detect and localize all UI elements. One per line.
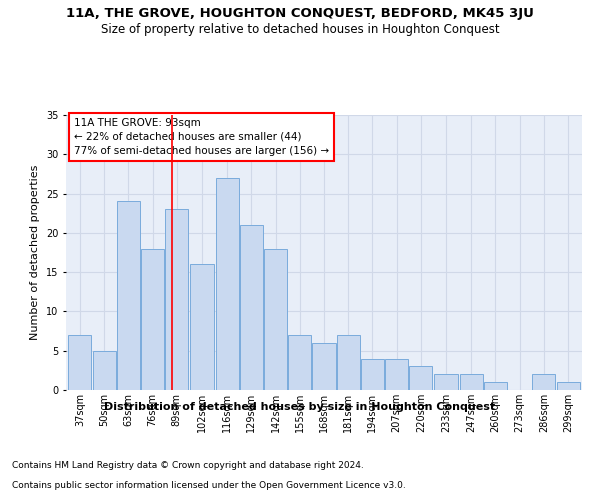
Bar xyxy=(264,248,287,390)
Text: Contains public sector information licensed under the Open Government Licence v3: Contains public sector information licen… xyxy=(12,481,406,490)
Bar xyxy=(190,264,214,390)
Text: 11A, THE GROVE, HOUGHTON CONQUEST, BEDFORD, MK45 3JU: 11A, THE GROVE, HOUGHTON CONQUEST, BEDFO… xyxy=(66,8,534,20)
Bar xyxy=(240,225,263,390)
Bar xyxy=(92,350,116,390)
Bar xyxy=(313,343,335,390)
Text: 11A THE GROVE: 93sqm
← 22% of detached houses are smaller (44)
77% of semi-detac: 11A THE GROVE: 93sqm ← 22% of detached h… xyxy=(74,118,329,156)
Bar xyxy=(484,382,507,390)
Bar xyxy=(215,178,239,390)
Bar xyxy=(409,366,433,390)
Bar xyxy=(141,248,164,390)
Bar xyxy=(288,335,311,390)
Text: Size of property relative to detached houses in Houghton Conquest: Size of property relative to detached ho… xyxy=(101,22,499,36)
Bar xyxy=(460,374,482,390)
Text: Contains HM Land Registry data © Crown copyright and database right 2024.: Contains HM Land Registry data © Crown c… xyxy=(12,461,364,470)
Bar xyxy=(434,374,458,390)
Bar xyxy=(117,202,140,390)
Bar xyxy=(532,374,556,390)
Y-axis label: Number of detached properties: Number of detached properties xyxy=(31,165,40,340)
Bar xyxy=(385,358,408,390)
Bar xyxy=(337,335,360,390)
Bar xyxy=(166,210,188,390)
Bar xyxy=(557,382,580,390)
Text: Distribution of detached houses by size in Houghton Conquest: Distribution of detached houses by size … xyxy=(104,402,496,412)
Bar xyxy=(361,358,384,390)
Bar xyxy=(68,335,91,390)
